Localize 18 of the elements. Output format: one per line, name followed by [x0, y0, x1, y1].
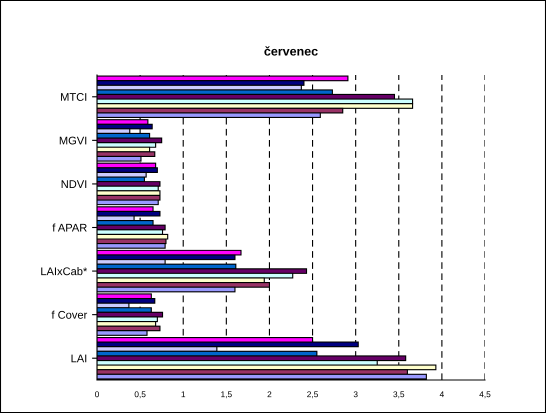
x-tick-label: 2,5	[307, 391, 318, 398]
x-tick-label: 0,5	[134, 391, 146, 398]
x-tick-label: 0	[95, 391, 99, 398]
y-tick-label: LAIxCab*	[41, 267, 88, 276]
y-tick-label: f Cover	[52, 310, 88, 319]
y-tick-label: NDVI	[62, 180, 86, 188]
x-tick-label: 3	[354, 391, 358, 398]
x-tick-label: 3,5	[393, 391, 404, 398]
x-tick-label: 1,5	[221, 391, 232, 398]
x-tick-label: 2	[268, 391, 272, 398]
chart-title: červenec	[264, 46, 318, 56]
y-tick-label: MGVI	[60, 136, 86, 144]
y-tick-label: LAI	[72, 354, 86, 362]
x-tick-label: 4	[440, 391, 444, 398]
y-tick-label: MTCI	[61, 93, 86, 101]
x-tick-label: 1	[182, 391, 186, 398]
x-tick-label: 4,5	[479, 391, 490, 398]
y-tick-label: f APAR	[52, 223, 87, 232]
